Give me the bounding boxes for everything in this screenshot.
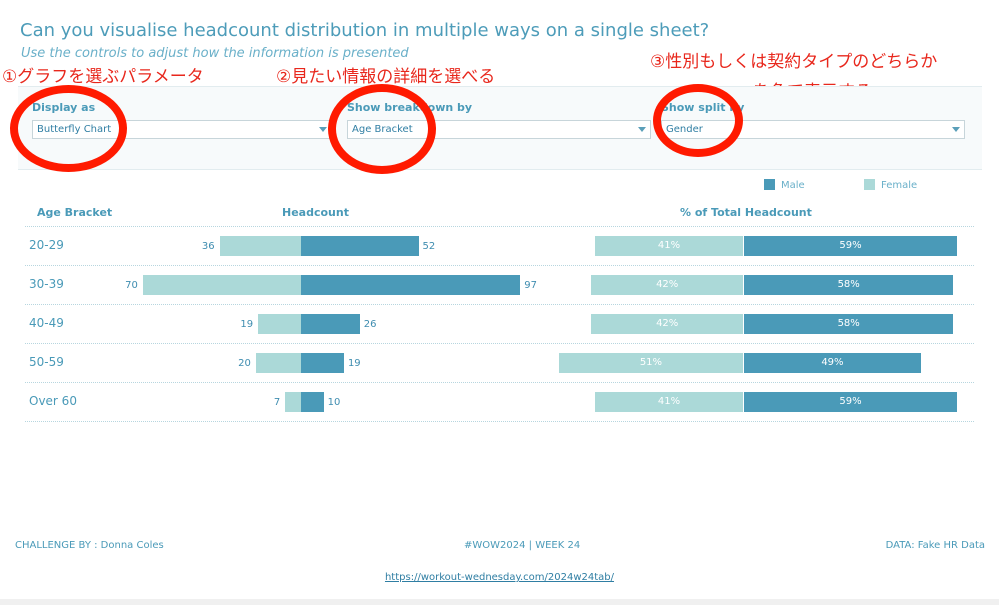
female-headcount-label: 70 — [125, 280, 138, 291]
chevron-down-icon — [952, 127, 960, 132]
row-separator — [25, 226, 974, 227]
legend-female-label: Female — [881, 180, 918, 191]
female-headcount-label: 36 — [201, 241, 215, 252]
row-separator — [25, 265, 974, 266]
row-separator — [25, 382, 974, 383]
bottom-strip — [0, 599, 999, 605]
footer-week: #WOW2024 | WEEK 24 — [464, 540, 581, 551]
controls-panel: Display as Butterfly Chart Show breakdow… — [18, 86, 982, 170]
male-headcount-bar — [301, 314, 360, 334]
male-percent-bar: 58% — [744, 275, 954, 295]
male-percent-bar: 59% — [744, 392, 957, 412]
male-percent-bar: 49% — [744, 353, 921, 373]
annotation-breakdown: ②見たい情報の詳細を選べる — [276, 67, 496, 87]
row-separator — [25, 304, 974, 305]
row-label: 50-59 — [29, 355, 64, 369]
highlight-circle-split — [653, 84, 743, 157]
column-header-percent: % of Total Headcount — [680, 206, 812, 219]
male-headcount-bar — [301, 236, 419, 256]
male-headcount-label: 97 — [524, 280, 537, 291]
female-headcount-bar — [285, 392, 301, 412]
female-headcount-label: 7 — [273, 397, 281, 408]
workout-wednesday-link[interactable]: https://workout-wednesday.com/2024w24tab… — [384, 572, 615, 583]
female-percent-bar: 42% — [591, 275, 743, 295]
female-percent-bar: 41% — [594, 392, 743, 412]
row-label: 40-49 — [29, 316, 64, 330]
footer-data-source: DATA: Fake HR Data — [885, 540, 985, 551]
female-headcount-bar — [219, 236, 301, 256]
annotation-parameter: ①グラフを選ぶパラメータ — [2, 67, 204, 87]
male-headcount-bar — [301, 275, 521, 295]
male-headcount-label: 19 — [347, 358, 361, 369]
male-headcount-bar — [301, 353, 344, 373]
annotation-split-line1: ③性別もしくは契約タイプのどちらか — [650, 52, 938, 72]
row-separator — [25, 421, 974, 422]
male-headcount-label: 10 — [327, 397, 341, 408]
highlight-circle-breakdown — [328, 84, 436, 174]
footer-challenge: CHALLENGE BY : Donna Coles — [15, 540, 164, 551]
female-headcount-bar — [142, 275, 301, 295]
page-title: Can you visualise headcount distribution… — [20, 20, 710, 41]
male-headcount-bar — [301, 392, 324, 412]
female-headcount-bar — [258, 314, 301, 334]
female-headcount-label: 19 — [240, 319, 254, 330]
row-label: 20-29 — [29, 238, 64, 252]
row-label: Over 60 — [29, 394, 77, 408]
female-headcount-bar — [255, 353, 301, 373]
male-percent-bar: 59% — [744, 236, 957, 256]
page-subtitle: Use the controls to adjust how the infor… — [21, 46, 409, 61]
female-percent-bar: 42% — [591, 314, 743, 334]
chevron-down-icon — [638, 127, 646, 132]
male-headcount-label: 26 — [363, 319, 377, 330]
male-percent-bar: 58% — [744, 314, 954, 334]
legend-female-swatch — [864, 179, 875, 190]
chevron-down-icon — [319, 127, 327, 132]
legend-male-label: Male — [781, 180, 805, 191]
legend-male-swatch — [764, 179, 775, 190]
female-percent-bar: 51% — [558, 353, 743, 373]
row-separator — [25, 343, 974, 344]
row-label: 30-39 — [29, 277, 64, 291]
column-header-category: Age Bracket — [37, 206, 113, 219]
highlight-circle-display-as — [10, 85, 127, 172]
male-headcount-label: 52 — [422, 241, 436, 252]
female-percent-bar: 41% — [594, 236, 743, 256]
legend-male: Male — [764, 179, 805, 191]
female-headcount-label: 20 — [238, 358, 251, 369]
legend-female: Female — [864, 179, 917, 191]
column-header-headcount: Headcount — [282, 206, 349, 219]
